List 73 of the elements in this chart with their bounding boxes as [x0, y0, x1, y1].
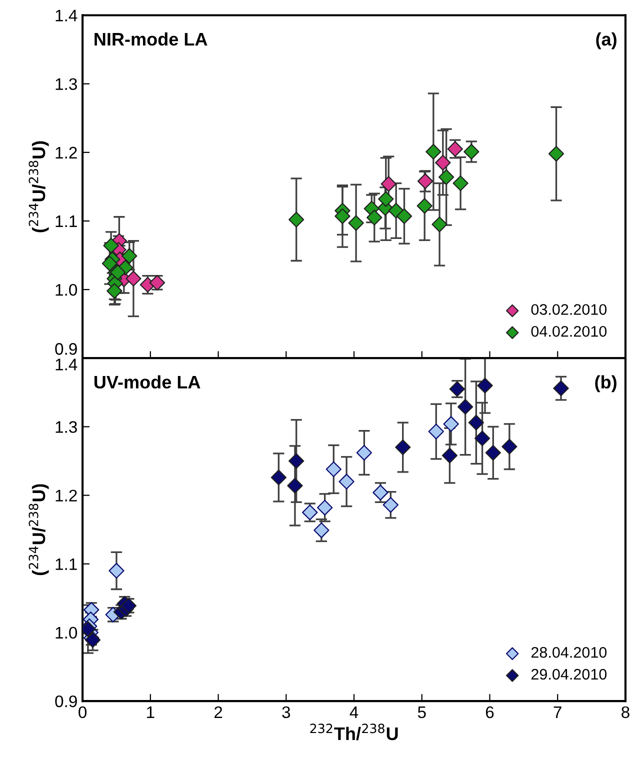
y-tick-label: 1.1: [56, 558, 77, 570]
point: [380, 176, 396, 192]
legend-label: 03.02.2010: [531, 304, 607, 315]
y-tick-label: 1.0: [56, 284, 78, 296]
point: [270, 470, 287, 486]
y-tick-label: 1.4: [56, 10, 78, 22]
point: [382, 497, 398, 513]
point: [122, 248, 138, 264]
x-tick-label: 4: [350, 706, 358, 718]
point: [474, 430, 490, 446]
x-tick-label: 2: [214, 706, 222, 718]
point: [334, 208, 350, 224]
point: [435, 154, 451, 171]
point: [326, 461, 342, 478]
x-tick-label: 5: [418, 706, 426, 718]
point: [452, 175, 468, 192]
point: [395, 439, 411, 456]
legend-label: 04.02.2010: [531, 326, 607, 337]
legend-label: 29.04.2010: [531, 668, 607, 680]
text: NIR-mode LA: [94, 32, 208, 46]
x-tick-label: 0: [78, 706, 87, 718]
y-tick-label: 1.1: [56, 216, 77, 228]
point: [288, 212, 304, 228]
y-tick-label: 1.4: [56, 358, 78, 370]
point: [288, 453, 304, 469]
point: [314, 522, 330, 538]
point: [553, 380, 569, 396]
x-tick-label: 1: [147, 706, 154, 718]
point: [356, 444, 372, 461]
point: [548, 146, 564, 162]
point: [348, 215, 364, 231]
legend-label: 28.04.2010: [531, 646, 607, 658]
y-tick-label: 1.2: [56, 490, 77, 502]
y-tick-label: 0.9: [55, 343, 77, 355]
y-tick-label: 0.9: [55, 695, 77, 708]
point: [477, 378, 493, 394]
point: [464, 144, 480, 160]
point: [432, 216, 448, 232]
x-tick-label: 7: [554, 706, 562, 718]
point: [426, 144, 442, 160]
point: [372, 484, 388, 500]
annotation: (a): [596, 32, 616, 50]
annotation: (b): [595, 375, 616, 392]
x-axis-title: $^{232}$Th/$^{238}$U: [310, 724, 398, 740]
x-tick-label: 3: [282, 706, 290, 718]
point: [287, 478, 303, 494]
point: [442, 448, 458, 464]
y-tick-label: 1.3: [56, 421, 77, 433]
y-axis-title: ($^{234}$U/$^{238}$U): [28, 484, 49, 576]
y-axis-title: ($^{234}$U/$^{238}$U): [28, 141, 49, 232]
point: [438, 169, 454, 185]
point: [502, 438, 518, 454]
point: [428, 424, 444, 440]
y-tick-label: 1.3: [56, 78, 77, 90]
y-tick-label: 1.2: [56, 146, 77, 158]
point: [485, 444, 501, 461]
point: [417, 173, 434, 190]
x-tick-label: 6: [486, 706, 494, 718]
point: [102, 256, 118, 272]
x-tick-label: 8: [622, 706, 630, 718]
point: [468, 414, 484, 430]
text: UV-mode LA: [94, 375, 200, 389]
point: [126, 270, 142, 286]
point: [366, 210, 382, 226]
point: [108, 562, 124, 579]
point: [378, 191, 394, 207]
y-tick-label: 1.0: [56, 626, 78, 639]
point: [416, 198, 432, 214]
point: [443, 416, 459, 432]
point: [338, 474, 354, 490]
point: [316, 500, 333, 516]
point: [396, 208, 412, 224]
point: [457, 398, 474, 415]
